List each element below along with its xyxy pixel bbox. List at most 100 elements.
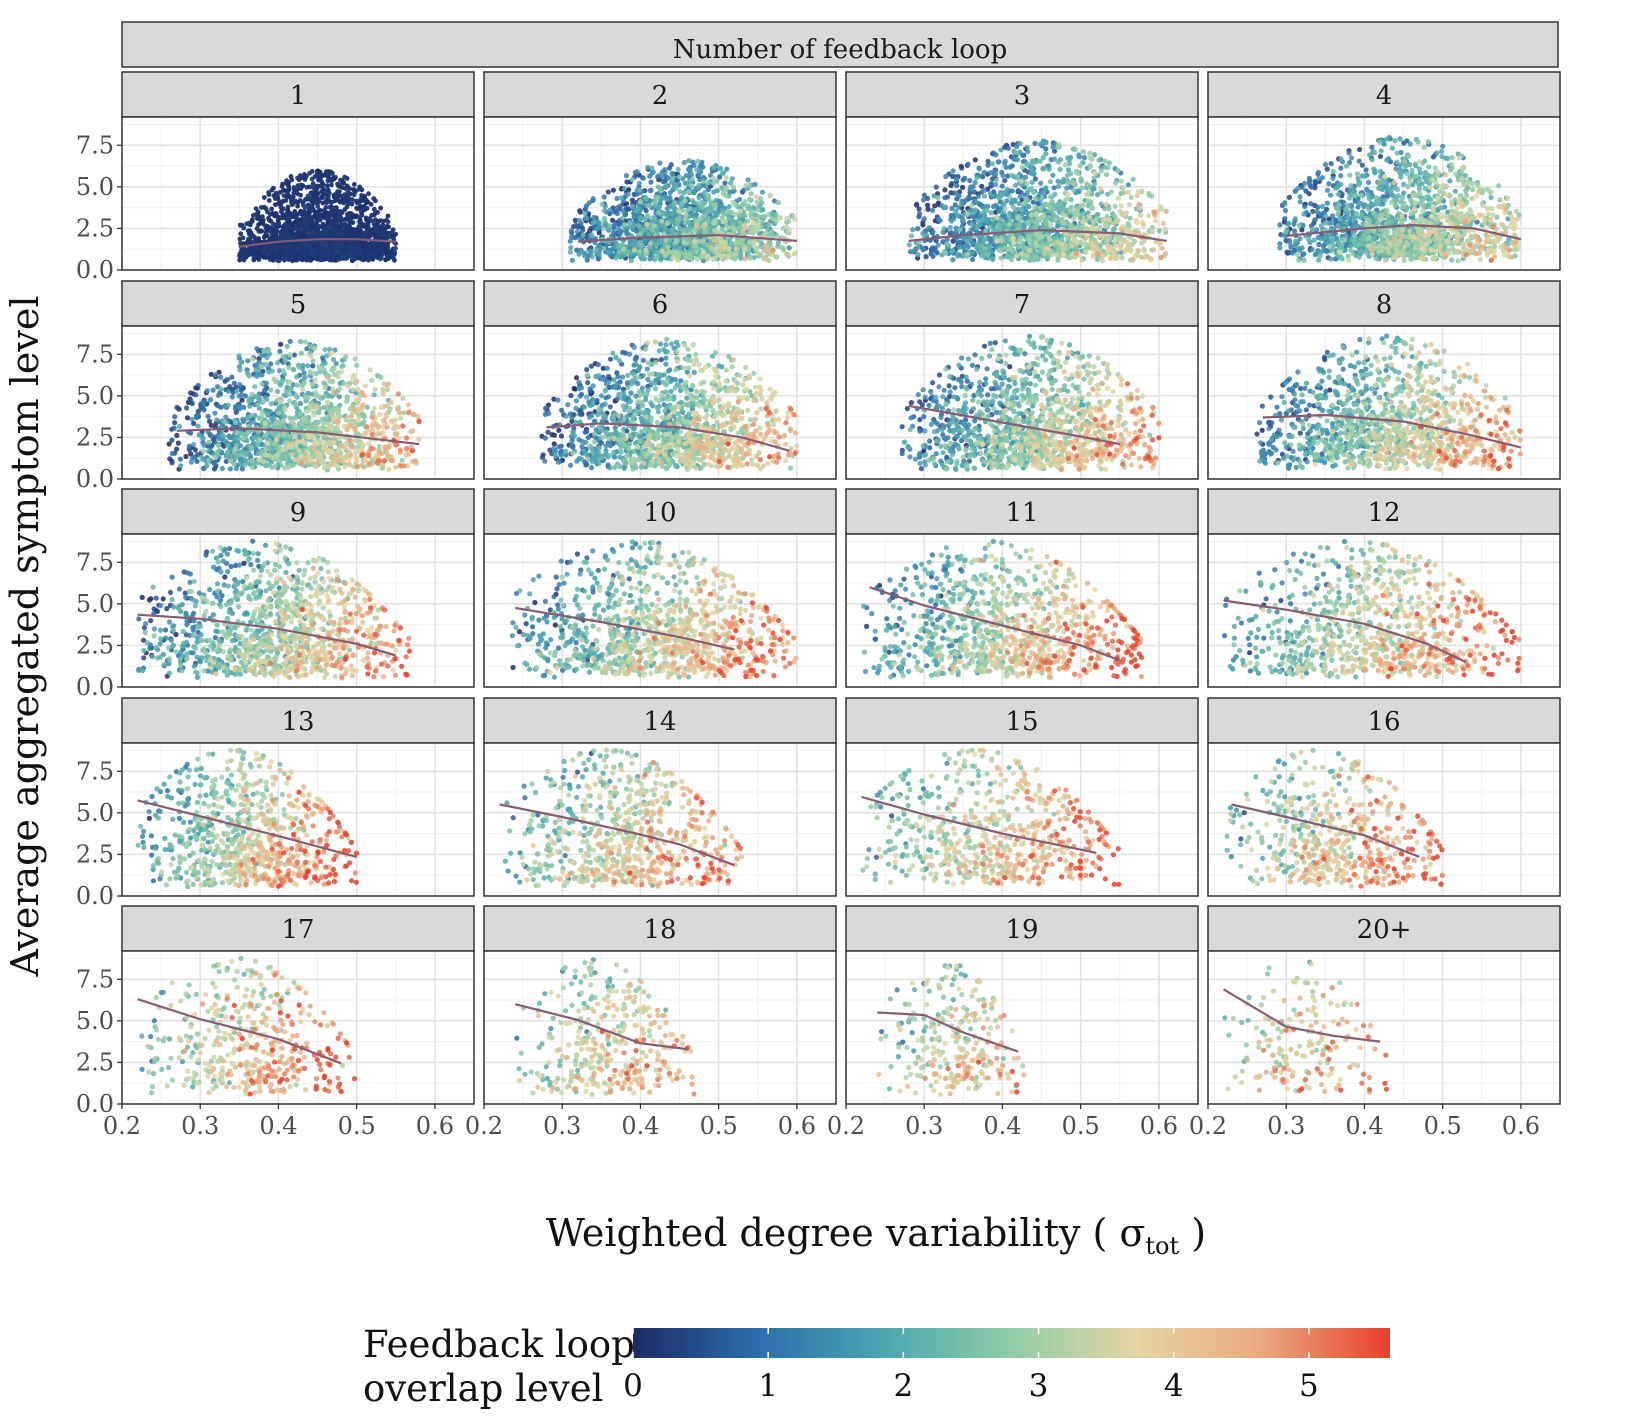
data-point bbox=[337, 183, 342, 188]
data-point bbox=[602, 216, 607, 221]
data-point bbox=[622, 222, 627, 227]
data-point bbox=[280, 216, 285, 221]
data-point bbox=[951, 168, 956, 173]
data-point bbox=[590, 254, 595, 259]
data-point bbox=[711, 189, 716, 194]
data-point bbox=[663, 184, 668, 189]
data-point bbox=[1082, 155, 1087, 160]
data-point bbox=[582, 211, 587, 216]
data-point bbox=[575, 229, 580, 234]
data-point bbox=[755, 223, 760, 228]
data-point bbox=[672, 205, 677, 210]
data-point bbox=[637, 181, 642, 186]
data-point bbox=[724, 175, 729, 180]
data-point bbox=[959, 165, 964, 170]
data-point bbox=[262, 249, 267, 254]
data-point bbox=[755, 200, 760, 205]
data-point bbox=[349, 212, 354, 217]
y-tick-label: 2.5 bbox=[76, 214, 114, 242]
data-point bbox=[386, 219, 391, 224]
data-point bbox=[305, 197, 310, 202]
data-point bbox=[317, 199, 322, 204]
data-point bbox=[1126, 182, 1131, 187]
data-point bbox=[337, 220, 342, 225]
data-point bbox=[346, 202, 351, 207]
data-point bbox=[325, 183, 330, 188]
data-point bbox=[934, 185, 939, 190]
data-point bbox=[613, 222, 618, 227]
data-point bbox=[718, 166, 723, 171]
data-point bbox=[644, 222, 649, 227]
data-point bbox=[267, 198, 272, 203]
data-point bbox=[1052, 185, 1057, 190]
data-point bbox=[338, 209, 343, 214]
data-point bbox=[352, 192, 357, 197]
data-point bbox=[738, 220, 743, 225]
facet-panel-1: 10.02.55.07.5 bbox=[76, 72, 474, 284]
data-point bbox=[694, 167, 699, 172]
data-point bbox=[663, 238, 668, 243]
data-point bbox=[607, 208, 612, 213]
data-point bbox=[643, 197, 648, 202]
data-point bbox=[262, 195, 267, 200]
data-point bbox=[692, 228, 697, 233]
data-point bbox=[274, 248, 279, 253]
data-point bbox=[252, 256, 257, 261]
data-point bbox=[626, 192, 631, 197]
data-point bbox=[689, 183, 694, 188]
data-point bbox=[630, 204, 635, 209]
data-point bbox=[587, 200, 592, 205]
data-point bbox=[577, 208, 582, 213]
data-point bbox=[743, 213, 748, 218]
data-point bbox=[993, 172, 998, 177]
data-point bbox=[730, 200, 735, 205]
data-point bbox=[347, 224, 352, 229]
data-point bbox=[784, 252, 789, 257]
data-point bbox=[275, 193, 280, 198]
data-point bbox=[627, 221, 632, 226]
data-point bbox=[673, 250, 678, 255]
data-point bbox=[649, 188, 654, 193]
data-point bbox=[638, 215, 643, 220]
data-point bbox=[677, 174, 682, 179]
data-point bbox=[747, 230, 752, 235]
data-point bbox=[709, 245, 714, 250]
data-point bbox=[271, 186, 276, 191]
data-point bbox=[589, 232, 594, 237]
data-point bbox=[260, 214, 265, 219]
data-point bbox=[357, 215, 362, 220]
data-point bbox=[289, 174, 294, 179]
data-point bbox=[303, 216, 308, 221]
data-point bbox=[328, 178, 333, 183]
data-point bbox=[253, 236, 258, 241]
data-point bbox=[319, 183, 324, 188]
data-point bbox=[390, 254, 395, 259]
data-point bbox=[681, 240, 686, 245]
data-point bbox=[302, 228, 307, 233]
data-point bbox=[366, 191, 371, 196]
data-point bbox=[624, 179, 629, 184]
data-point bbox=[266, 190, 271, 195]
data-point bbox=[715, 212, 720, 217]
data-point bbox=[750, 209, 755, 214]
data-point bbox=[672, 201, 677, 206]
data-point bbox=[954, 183, 959, 188]
data-point bbox=[315, 204, 320, 209]
data-point bbox=[294, 226, 299, 231]
data-point bbox=[322, 242, 327, 247]
data-point bbox=[580, 228, 585, 233]
data-point bbox=[967, 187, 972, 192]
data-point bbox=[751, 220, 756, 225]
data-point bbox=[269, 246, 274, 251]
data-point bbox=[711, 220, 716, 225]
data-point bbox=[701, 250, 706, 255]
data-point bbox=[723, 193, 728, 198]
data-point bbox=[678, 189, 683, 194]
data-point bbox=[657, 160, 662, 165]
data-point bbox=[925, 207, 930, 212]
data-point bbox=[381, 251, 386, 256]
data-point bbox=[716, 252, 721, 257]
data-point bbox=[960, 185, 965, 190]
data-point bbox=[289, 197, 294, 202]
data-point bbox=[707, 210, 712, 215]
